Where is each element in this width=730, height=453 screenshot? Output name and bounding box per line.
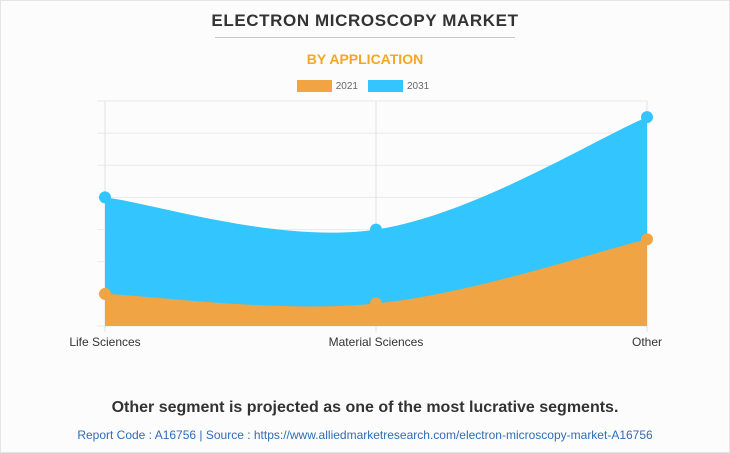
x-tick-label: Material Sciences: [329, 335, 424, 349]
point-2021-material-sciences[interactable]: [370, 297, 382, 310]
source-line: Report Code : A16756 | Source : https://…: [77, 428, 653, 442]
title-divider: [215, 37, 515, 38]
legend-item-2021[interactable]: 2021: [296, 80, 358, 92]
area-2031: [105, 117, 647, 326]
legend-label-2021: 2021: [335, 80, 358, 92]
point-2021-life-sciences[interactable]: [99, 287, 111, 300]
x-tick-label: Life Sciences: [69, 335, 140, 349]
point-2031-life-sciences[interactable]: [99, 191, 111, 204]
legend-item-2031[interactable]: 2031: [368, 80, 429, 92]
legend-label-2031: 2031: [407, 80, 430, 92]
chart-subtitle: BY APPLICATION: [306, 51, 424, 67]
x-tick-label: Other: [632, 335, 662, 349]
legend-swatch-2021: [296, 80, 332, 92]
point-2021-other[interactable]: [641, 233, 653, 246]
legend-swatch-2031: [368, 80, 403, 92]
point-2031-other[interactable]: [641, 111, 653, 124]
chart-title: ELECTRON MICROSCOPY MARKET: [211, 11, 519, 30]
point-2031-material-sciences[interactable]: [370, 223, 382, 236]
headline: Other segment is projected as one of the…: [111, 399, 619, 416]
area-2021: [105, 239, 647, 326]
legend: 2021 2031: [0, 80, 730, 92]
